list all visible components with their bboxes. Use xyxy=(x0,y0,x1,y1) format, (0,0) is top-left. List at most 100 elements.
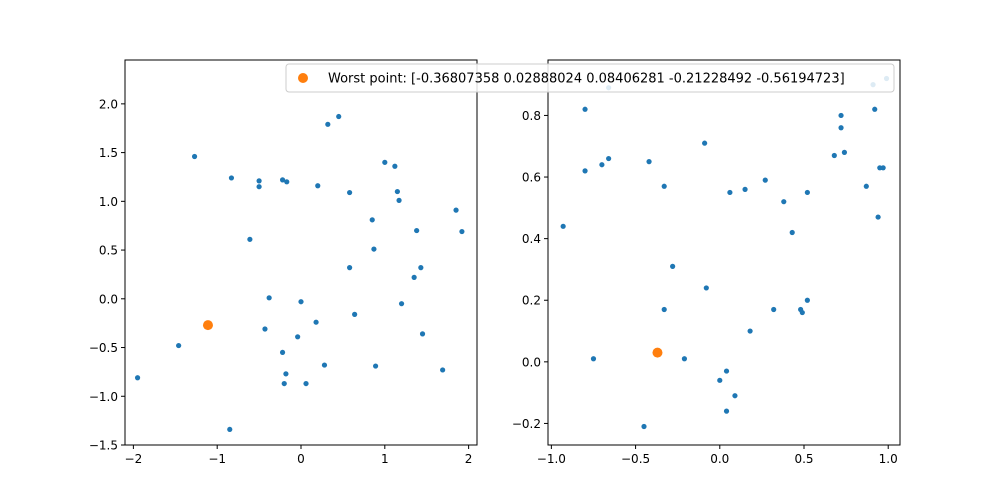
x-tick-label: −1.0 xyxy=(537,452,566,466)
data-point xyxy=(590,356,597,362)
data-point xyxy=(717,377,723,383)
data-point xyxy=(414,227,420,234)
x-tick-label: 0.0 xyxy=(710,452,729,466)
data-point xyxy=(315,183,321,189)
y-tick-label: 0.6 xyxy=(522,171,541,185)
data-point xyxy=(838,125,844,131)
y-tick-label: 1.0 xyxy=(99,195,118,209)
data-point xyxy=(661,306,667,313)
y-tick-label: −1.5 xyxy=(89,439,118,453)
data-point xyxy=(582,106,588,112)
data-point xyxy=(352,311,358,317)
data-point xyxy=(176,342,182,349)
data-point xyxy=(372,363,379,369)
data-point xyxy=(703,285,709,291)
data-point xyxy=(283,371,289,377)
legend: Worst point: [-0.36807358 0.02888024 0.0… xyxy=(285,63,895,93)
y-tick-label: −0.2 xyxy=(512,417,541,431)
y-tick-label: 0.2 xyxy=(522,294,541,308)
data-point xyxy=(459,228,465,235)
data-point xyxy=(661,183,667,189)
worst-point-marker xyxy=(652,347,663,358)
legend-frame xyxy=(285,63,895,93)
data-point xyxy=(347,265,353,271)
y-tick-label: −0.5 xyxy=(89,341,118,355)
right-scatter-plot: −1.0 −0.5 0.0 0.5 1.0 −0.2 0.0 0.2 0.4 0.6 0.8 xyxy=(512,59,901,466)
data-point xyxy=(732,393,738,399)
data-point xyxy=(799,309,805,316)
data-point xyxy=(606,155,612,162)
data-point xyxy=(771,306,777,313)
axes-frame xyxy=(547,59,901,446)
data-point xyxy=(419,331,426,337)
worst-point-marker xyxy=(202,320,213,331)
data-point xyxy=(396,197,402,203)
data-point xyxy=(831,152,837,159)
x-tick-label: 0.5 xyxy=(794,452,813,466)
x-tick-label: 0 xyxy=(297,452,305,466)
left-scatter-plot: −2 −1 0 1 2 −1.5 −1.0 −0.5 0.0 0.5 1.0 1.5 2.0 xyxy=(89,59,478,466)
x-tick-label: −1 xyxy=(208,452,226,466)
data-point xyxy=(298,299,304,305)
data-point xyxy=(670,263,676,269)
data-point xyxy=(228,175,235,181)
x-tick-label: 1.0 xyxy=(879,452,898,466)
data-point xyxy=(295,334,301,340)
data-point xyxy=(369,217,375,223)
data-point xyxy=(266,295,272,301)
data-point xyxy=(781,199,787,205)
data-point xyxy=(727,189,733,196)
y-tick-label: 0.8 xyxy=(522,109,541,123)
data-point xyxy=(641,423,647,430)
data-point xyxy=(418,265,424,271)
data-point xyxy=(875,214,881,220)
y-tick-label: 2.0 xyxy=(99,97,118,111)
y-tick-label: 0.0 xyxy=(99,292,118,306)
data-point xyxy=(702,140,708,146)
data-point xyxy=(134,375,141,381)
data-point xyxy=(880,165,886,171)
data-point xyxy=(742,186,748,192)
data-point xyxy=(863,183,869,189)
data-point xyxy=(838,112,844,119)
y-tick-label: 0.4 xyxy=(522,232,541,246)
data-point xyxy=(453,207,459,213)
data-point xyxy=(789,229,795,236)
data-point xyxy=(582,168,588,174)
data-point xyxy=(723,368,730,374)
data-point xyxy=(347,189,353,196)
data-point xyxy=(394,188,400,195)
data-point xyxy=(256,184,262,190)
data-point xyxy=(599,162,605,168)
data-point xyxy=(279,349,286,356)
data-point xyxy=(325,121,331,127)
y-tick-label: 0.5 xyxy=(99,244,118,258)
data-point xyxy=(371,246,377,252)
data-point xyxy=(256,178,262,184)
data-point xyxy=(747,328,753,334)
data-point xyxy=(392,163,398,169)
legend-marker-worst-point xyxy=(298,73,308,83)
data-point xyxy=(227,426,233,433)
data-point xyxy=(440,367,446,373)
data-point xyxy=(303,380,309,387)
y-tick-label: 1.5 xyxy=(99,146,118,160)
data-point xyxy=(804,297,810,303)
y-tick-label: 0.0 xyxy=(522,355,541,369)
data-point xyxy=(281,380,287,387)
data-point xyxy=(411,274,417,280)
data-point xyxy=(247,236,253,242)
data-point xyxy=(646,159,652,165)
x-tick-label: 1 xyxy=(381,452,389,466)
data-point xyxy=(762,177,768,183)
data-point xyxy=(804,189,810,196)
data-point xyxy=(382,159,388,165)
data-point xyxy=(321,362,328,368)
data-point xyxy=(279,177,286,183)
data-point xyxy=(262,326,268,332)
data-point xyxy=(284,179,290,185)
data-point xyxy=(336,113,342,120)
data-point xyxy=(191,153,198,160)
data-point xyxy=(398,301,405,307)
